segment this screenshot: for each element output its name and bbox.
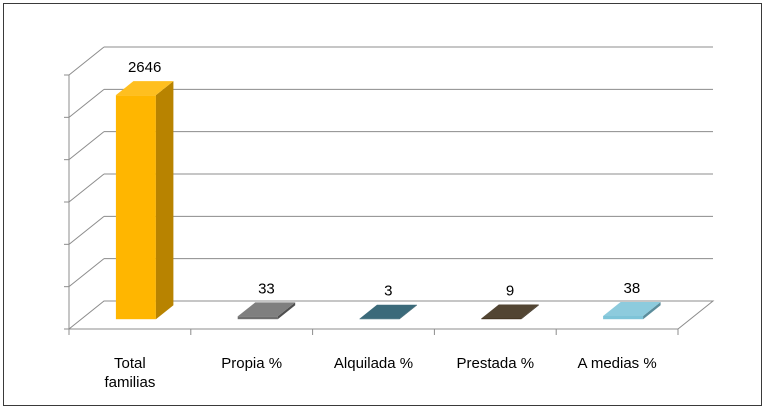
bar-top [603,301,661,316]
category-label: Alquilada % [334,355,413,372]
data-label: 3 [384,283,392,300]
category-label: Prestada % [457,355,535,372]
category-label: Total familias [104,355,155,391]
bar-top [115,81,174,96]
side-gridline [68,46,105,76]
side-gridline [68,131,105,161]
side-gridline [68,88,105,118]
y-axis [64,74,679,335]
bar-side [399,304,417,320]
bars [115,81,661,320]
bar [603,301,661,320]
side-gridline [68,258,105,288]
bar-top [359,304,417,319]
category-label: A medias % [577,355,656,372]
bar-top [481,304,539,319]
bar-top [237,302,296,317]
bar [115,81,174,320]
data-label: 38 [624,280,641,297]
data-label: 33 [258,280,275,297]
bar-front [115,95,156,320]
back-wall-gridlines [68,46,713,288]
bar-side [521,304,539,320]
bar-front [359,318,400,320]
bar [481,304,539,320]
side-gridline [68,173,105,203]
data-label: 2646 [128,59,161,76]
category-label: Propia % [221,355,282,372]
bar-side [277,302,296,320]
side-gridline [68,215,105,245]
bar-side [643,301,661,320]
bar [237,302,296,320]
bar-front [603,315,644,320]
chart-frame: 2646 33 3 9 38 Total familias Propia % Alquilad… [3,3,762,406]
data-label: 9 [506,282,514,299]
bar-side [155,81,174,320]
bar [359,304,417,320]
bar-front [237,316,278,320]
bar-front [481,318,522,320]
category-labels: Total familias Propia % Alquilada % Prestada… [104,355,656,391]
